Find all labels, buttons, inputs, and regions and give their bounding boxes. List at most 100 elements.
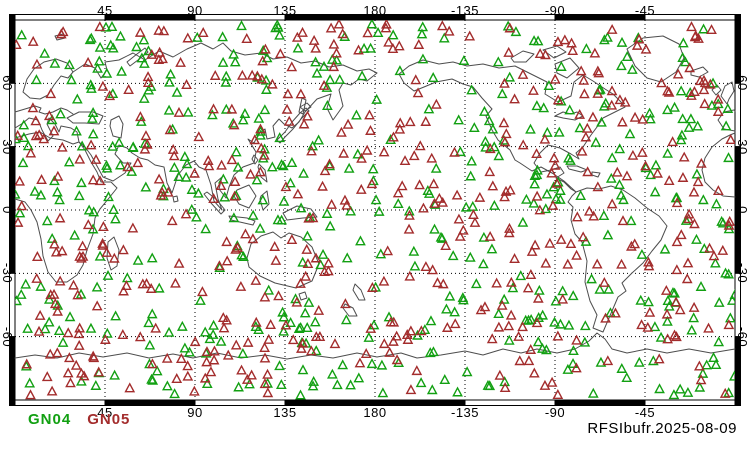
obs-marker-gn04 (723, 152, 734, 163)
obs-marker-gn04 (675, 134, 687, 145)
obs-marker-gn05 (259, 291, 271, 302)
obs-marker-gn05 (693, 32, 704, 43)
obs-marker-gn04 (717, 217, 729, 228)
obs-marker-gn05 (78, 370, 90, 381)
obs-marker-gn04 (606, 152, 618, 163)
obs-marker-gn04 (163, 104, 175, 115)
obs-marker-gn04 (671, 191, 683, 202)
obs-marker-gn04 (555, 60, 567, 71)
obs-marker-gn05 (652, 167, 663, 178)
obs-marker-gn04 (326, 368, 338, 379)
obs-marker-gn04 (278, 311, 290, 322)
obs-marker-gn04 (416, 28, 428, 39)
coast-new-zealand-north (352, 283, 366, 301)
obs-marker-gn05 (104, 90, 116, 101)
obs-marker-gn05 (175, 56, 186, 67)
obs-marker-gn05 (155, 189, 167, 200)
obs-marker-gn04 (17, 157, 29, 168)
obs-marker-gn04 (114, 159, 126, 170)
legend: GN04 GN05 (28, 411, 130, 428)
obs-marker-gn04 (322, 100, 333, 110)
obs-marker-gn05 (341, 199, 353, 210)
obs-marker-gn04 (602, 229, 614, 240)
obs-marker-gn05 (199, 372, 211, 383)
obs-marker-gn05 (201, 356, 212, 367)
obs-marker-gn05 (298, 118, 310, 129)
obs-marker-gn05 (640, 160, 651, 171)
obs-marker-gn05 (405, 384, 417, 395)
obs-marker-gn04 (286, 157, 298, 167)
obs-marker-gn05 (258, 149, 270, 160)
obs-marker-gn04 (261, 83, 272, 94)
obs-marker-gn05 (698, 84, 710, 95)
obs-marker-gn04 (600, 97, 612, 108)
obs-marker-gn04 (93, 55, 105, 66)
obs-marker-gn05 (627, 149, 639, 160)
obs-marker-gn05 (295, 88, 307, 99)
obs-marker-gn05 (682, 257, 694, 268)
obs-marker-gn04 (520, 314, 532, 325)
obs-marker-gn05 (122, 161, 134, 172)
obs-marker-gn05 (552, 36, 564, 47)
obs-marker-gn05 (242, 336, 254, 347)
obs-marker-gn04 (204, 333, 216, 344)
coast-antarctica (14, 332, 736, 360)
obs-marker-gn05 (708, 250, 720, 261)
obs-marker-gn04 (417, 21, 429, 32)
obs-marker-gn05 (266, 78, 278, 89)
obs-marker-gn05 (226, 103, 238, 114)
obs-marker-gn04 (71, 125, 82, 136)
obs-marker-gn04 (251, 174, 263, 185)
obs-marker-gn05 (399, 155, 411, 166)
obs-marker-gn05 (684, 62, 696, 73)
obs-marker-gn04 (654, 383, 665, 394)
obs-marker-gn04 (165, 68, 176, 79)
obs-marker-gn05 (240, 228, 251, 239)
obs-marker-gn04 (207, 109, 218, 120)
obs-marker-gn04 (478, 231, 490, 242)
obs-marker-gn05 (643, 260, 655, 271)
obs-marker-gn04 (507, 282, 519, 293)
obs-marker-gn05 (600, 312, 611, 323)
frame-segment (9, 82, 16, 148)
obs-marker-gn04 (529, 169, 541, 180)
obs-marker-gn05 (87, 174, 99, 185)
obs-marker-gn04 (341, 252, 353, 263)
observation-markers (15, 20, 735, 400)
obs-marker-gn05 (65, 377, 76, 388)
obs-marker-gn05 (688, 301, 700, 312)
obs-marker-gn05 (695, 374, 707, 385)
obs-marker-gn05 (479, 301, 491, 312)
obs-marker-gn05 (295, 277, 306, 288)
obs-marker-gn05 (674, 304, 686, 315)
obs-marker-gn05 (449, 146, 460, 157)
obs-marker-gn04 (649, 186, 661, 197)
obs-marker-gn04 (377, 387, 389, 398)
obs-marker-gn04 (15, 295, 22, 306)
obs-marker-gn05 (94, 21, 106, 32)
lat-tick-label-right: 60 (735, 75, 750, 90)
obs-marker-gn04 (345, 205, 357, 216)
frame-segment (194, 14, 286, 21)
obs-marker-gn04 (726, 294, 735, 305)
obs-marker-gn04 (278, 195, 290, 206)
obs-marker-gn04 (274, 132, 286, 143)
obs-marker-gn05 (117, 329, 129, 340)
obs-marker-gn04 (184, 346, 195, 357)
obs-marker-gn05 (154, 46, 165, 57)
obs-marker-gn04 (186, 183, 198, 194)
obs-marker-gn04 (52, 186, 63, 197)
obs-marker-gn04 (147, 374, 159, 385)
obs-marker-gn04 (550, 193, 562, 204)
obs-marker-gn05 (531, 317, 543, 328)
obs-marker-gn05 (509, 93, 520, 104)
obs-marker-gn04 (549, 316, 560, 327)
obs-marker-gn04 (674, 383, 686, 394)
obs-marker-gn04 (659, 243, 671, 254)
obs-marker-gn04 (694, 381, 706, 392)
obs-marker-gn05 (90, 153, 102, 164)
obs-marker-gn04 (729, 288, 735, 299)
coast-north-america (398, 59, 626, 193)
obs-marker-gn05 (134, 26, 146, 37)
obs-marker-gn04 (698, 243, 710, 254)
